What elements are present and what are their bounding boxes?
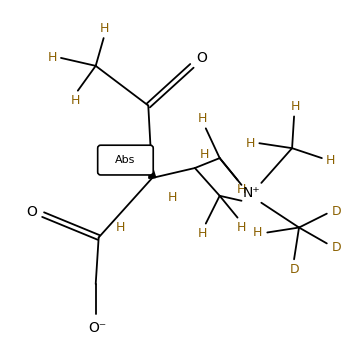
Text: H: H bbox=[290, 100, 300, 113]
Text: H: H bbox=[246, 137, 255, 150]
Text: H: H bbox=[168, 191, 177, 204]
Text: H: H bbox=[237, 183, 246, 196]
Text: D: D bbox=[332, 241, 342, 254]
Text: O⁻: O⁻ bbox=[88, 321, 107, 335]
Text: H: H bbox=[326, 153, 335, 167]
Text: D: D bbox=[289, 263, 299, 276]
Text: H: H bbox=[198, 227, 208, 240]
Text: H: H bbox=[253, 226, 262, 239]
Text: H: H bbox=[200, 148, 209, 161]
Text: Abs: Abs bbox=[115, 155, 136, 165]
Text: N⁺: N⁺ bbox=[243, 186, 260, 200]
Text: H: H bbox=[47, 51, 57, 64]
Text: H: H bbox=[198, 112, 208, 125]
Text: D: D bbox=[332, 205, 342, 218]
Text: H: H bbox=[100, 22, 109, 35]
FancyBboxPatch shape bbox=[98, 145, 153, 175]
Text: H: H bbox=[116, 221, 125, 234]
Text: H: H bbox=[237, 221, 246, 234]
Text: H: H bbox=[71, 94, 81, 107]
Polygon shape bbox=[149, 160, 156, 178]
Text: O: O bbox=[26, 205, 37, 219]
Text: O: O bbox=[196, 51, 207, 65]
